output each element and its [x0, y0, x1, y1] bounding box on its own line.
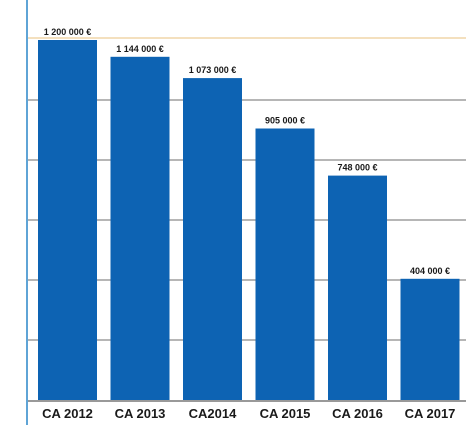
data-label: 1 200 000 €	[44, 27, 92, 37]
bar	[400, 278, 460, 400]
x-tick-labels: CA 2012 CA 2013 CA2014 CA 2015 CA 2016 CA 201…	[42, 406, 455, 421]
x-tick-label: CA2014	[189, 406, 237, 421]
bar	[328, 175, 387, 400]
x-tick-label: CA 2013	[115, 406, 166, 421]
bar	[183, 78, 242, 400]
x-tick-label: CA 2012	[42, 406, 93, 421]
data-label: 404 000 €	[410, 266, 450, 276]
bar	[110, 56, 170, 401]
x-tick-label: CA 2016	[332, 406, 383, 421]
data-labels: 1 200 000 € 1 144 000 € 1 073 000 € 905 000…	[44, 27, 450, 276]
data-label: 748 000 €	[337, 163, 377, 173]
data-label: 905 000 €	[265, 116, 305, 126]
grid-lines	[28, 99, 466, 341]
bars	[38, 40, 460, 401]
data-label: 1 073 000 €	[189, 65, 237, 75]
bar	[38, 40, 97, 400]
data-label: 1 144 000 €	[116, 44, 164, 54]
x-tick-label: CA 2015	[260, 406, 311, 421]
bar	[255, 128, 315, 400]
x-tick-label: CA 2017	[405, 406, 456, 421]
